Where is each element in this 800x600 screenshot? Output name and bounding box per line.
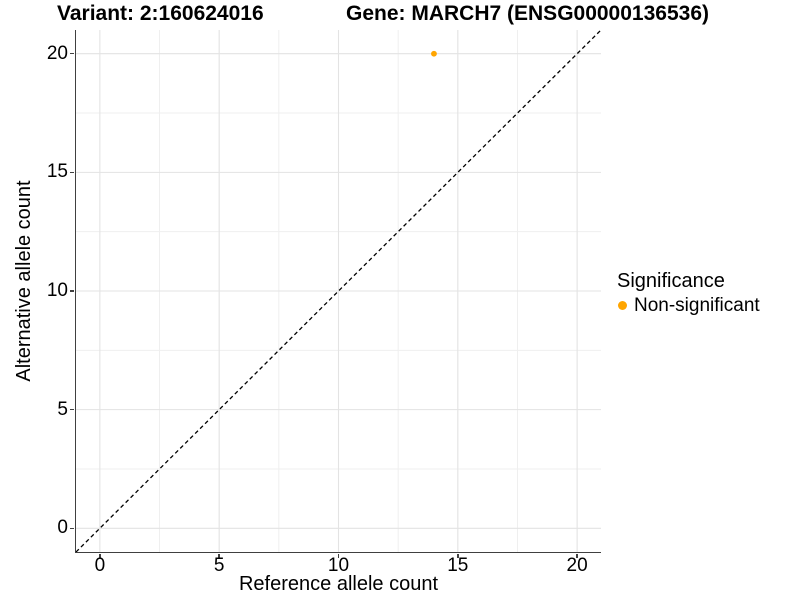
y-tick-label: 10 (46, 280, 68, 301)
x-tick-label: 20 (566, 555, 588, 576)
plot-panel (75, 30, 601, 553)
x-tick-mark (337, 553, 340, 558)
legend: Significance Non-significant (615, 270, 760, 316)
y-tick-label: 5 (57, 398, 68, 420)
y-tick-mark (69, 408, 74, 411)
legend-item-label: Non-significant (634, 295, 760, 316)
plot-canvas (76, 30, 601, 552)
x-axis-title: Reference allele count (238, 573, 438, 595)
x-tick-mark (457, 553, 459, 558)
gene-title: Gene: MARCH7 (ENSG00000136536) (346, 2, 709, 25)
y-tick-label: 20 (46, 42, 68, 64)
x-tick-label: 10 (327, 555, 350, 576)
legend-items: Non-significant (615, 295, 760, 316)
y-tick-mark (69, 171, 74, 174)
legend-key-dot-icon (618, 301, 627, 310)
variant-title: Variant: 2:160624016 (57, 2, 264, 25)
x-tick-label: 0 (94, 555, 106, 576)
y-tick-label: 15 (46, 161, 68, 183)
x-tick-mark (218, 553, 220, 558)
x-tick-label: 5 (213, 555, 225, 576)
y-tick-label: 0 (57, 517, 68, 539)
legend-title: Significance (617, 270, 725, 292)
y-tick-mark (69, 53, 74, 55)
x-tick-label: 15 (447, 555, 469, 576)
data-point (431, 50, 437, 57)
x-tick-mark (576, 553, 578, 558)
y-tick-mark (69, 290, 74, 292)
y-axis-title: Alternative allele count (13, 180, 35, 382)
y-tick-mark (69, 527, 74, 529)
x-tick-mark (99, 553, 101, 558)
identity-line (76, 30, 601, 552)
legend-item: Non-significant (615, 295, 760, 316)
